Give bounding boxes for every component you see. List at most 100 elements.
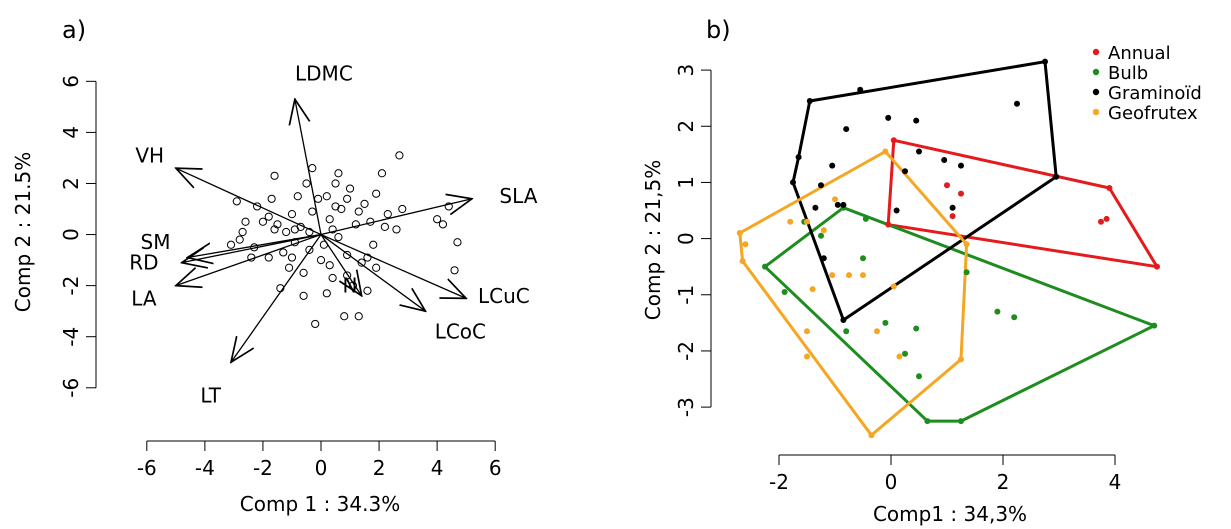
data-point bbox=[328, 273, 337, 283]
panel-b-label: b) bbox=[706, 16, 731, 44]
point-annual bbox=[1098, 218, 1104, 225]
legend-marker-graminod bbox=[1092, 88, 1100, 96]
panel-b-y-tick-label: -3 bbox=[674, 397, 698, 417]
point-geofrutex bbox=[868, 432, 875, 439]
point-bulb bbox=[781, 288, 788, 295]
point-bulb bbox=[762, 263, 768, 270]
point-bulb bbox=[1011, 314, 1018, 321]
arrow-label-ldmc: LDMC bbox=[295, 62, 353, 86]
point-bulb bbox=[902, 350, 908, 357]
point-bulb bbox=[916, 373, 922, 380]
point-graminod bbox=[949, 204, 956, 211]
point-bulb bbox=[1151, 322, 1158, 329]
loading-arrow-n bbox=[320, 234, 362, 296]
data-point bbox=[270, 171, 279, 180]
data-point bbox=[354, 207, 363, 216]
panel-a-x-axis-title: Comp 1 : 34.3% bbox=[240, 492, 400, 516]
data-point bbox=[383, 210, 392, 219]
panel-b-y-tick-label: 0 bbox=[674, 232, 698, 245]
legend-label-annual: Annual bbox=[1108, 43, 1171, 64]
point-bulb bbox=[818, 232, 824, 239]
point-geofrutex bbox=[958, 356, 964, 363]
point-annual bbox=[949, 213, 956, 220]
panel-a-x-tick-label: -6 bbox=[137, 456, 157, 480]
data-point bbox=[232, 197, 241, 206]
data-point bbox=[299, 268, 308, 277]
panel-a-axes: -6 -4 -2 0 2 4 6 -6 -4 -2 0 2 4 6 bbox=[59, 75, 502, 480]
data-point bbox=[325, 261, 334, 270]
data-point bbox=[363, 253, 372, 262]
data-point bbox=[270, 225, 279, 234]
data-point bbox=[372, 189, 381, 198]
panel-b-y-tick-label: 1 bbox=[674, 176, 698, 189]
point-annual bbox=[1103, 215, 1110, 222]
hull-bulb bbox=[763, 206, 1156, 423]
arrow-label-vh: VH bbox=[135, 143, 164, 167]
panel-a-y-tick-label: 2 bbox=[59, 177, 83, 190]
point-geofrutex bbox=[804, 218, 810, 225]
data-point bbox=[450, 266, 459, 275]
panel-b-hulls bbox=[738, 60, 1159, 437]
data-point bbox=[398, 204, 407, 214]
point-bulb bbox=[860, 255, 866, 262]
data-point bbox=[282, 227, 291, 237]
point-graminod bbox=[820, 255, 827, 262]
data-point bbox=[380, 222, 389, 231]
data-point bbox=[279, 248, 288, 257]
point-graminod bbox=[857, 86, 864, 93]
loading-arrow-sla bbox=[320, 199, 472, 236]
point-graminod bbox=[913, 117, 920, 124]
data-point bbox=[293, 192, 302, 201]
panel-b-y-tick-label: 3 bbox=[674, 64, 698, 77]
data-point bbox=[345, 184, 355, 193]
point-geofrutex bbox=[963, 241, 970, 248]
point-geofrutex bbox=[882, 148, 889, 155]
data-point bbox=[308, 207, 317, 216]
data-point bbox=[238, 227, 247, 237]
arrow-label-sm: SM bbox=[141, 230, 171, 254]
panel-a-y-tick-label: 0 bbox=[59, 228, 83, 241]
hull-annual bbox=[886, 138, 1159, 269]
data-point bbox=[311, 319, 320, 329]
point-graminod bbox=[840, 317, 847, 324]
data-point bbox=[334, 233, 343, 242]
panel-b-axes: -2 0 2 4 -3 -2 -1 0 1 2 3 bbox=[674, 64, 1121, 494]
point-bulb bbox=[913, 325, 920, 332]
data-point bbox=[287, 210, 297, 219]
loading-arrow-lcoc bbox=[320, 234, 426, 312]
data-point bbox=[308, 164, 317, 173]
data-point bbox=[305, 227, 314, 237]
arrow-label-lt: LT bbox=[200, 383, 221, 407]
data-point bbox=[337, 204, 346, 214]
panel-b-x-tick-label: 2 bbox=[997, 470, 1010, 494]
data-point bbox=[258, 217, 268, 226]
data-point bbox=[331, 179, 340, 188]
point-graminod bbox=[1053, 173, 1060, 180]
point-geofrutex bbox=[860, 272, 866, 279]
arrow-label-lcuc: LCuC bbox=[478, 284, 530, 308]
data-point bbox=[284, 263, 294, 272]
data-point bbox=[235, 235, 244, 244]
panel-b-group-hulls: b) -2 0 2 4 -3 -2 -1 0 1 2 3 AnnualBulbGraminoïdGe… bbox=[641, 16, 1202, 526]
panel-a-y-tick-label: -2 bbox=[59, 276, 83, 296]
arrow-label-la: LA bbox=[131, 286, 157, 310]
panel-b-y-axis-title: Comp 2 : 21,5% bbox=[641, 160, 665, 320]
panel-a-x-tick-label: -2 bbox=[253, 456, 273, 480]
data-point bbox=[438, 220, 448, 229]
data-point bbox=[299, 291, 308, 300]
data-point bbox=[360, 199, 369, 209]
point-geofrutex bbox=[874, 328, 880, 335]
point-graminod bbox=[818, 182, 824, 189]
panel-b-points bbox=[736, 58, 1160, 439]
loading-arrow-lt bbox=[231, 234, 322, 363]
data-point bbox=[354, 312, 363, 321]
data-point bbox=[325, 215, 334, 224]
panel-a-y-tick-label: -4 bbox=[59, 327, 83, 347]
legend-marker-geofrutex bbox=[1092, 108, 1100, 116]
point-graminod bbox=[790, 179, 796, 186]
point-annual bbox=[958, 190, 964, 197]
point-annual bbox=[1106, 185, 1113, 192]
panel-b-x-axis-title: Comp1 : 34,3% bbox=[873, 502, 1027, 526]
